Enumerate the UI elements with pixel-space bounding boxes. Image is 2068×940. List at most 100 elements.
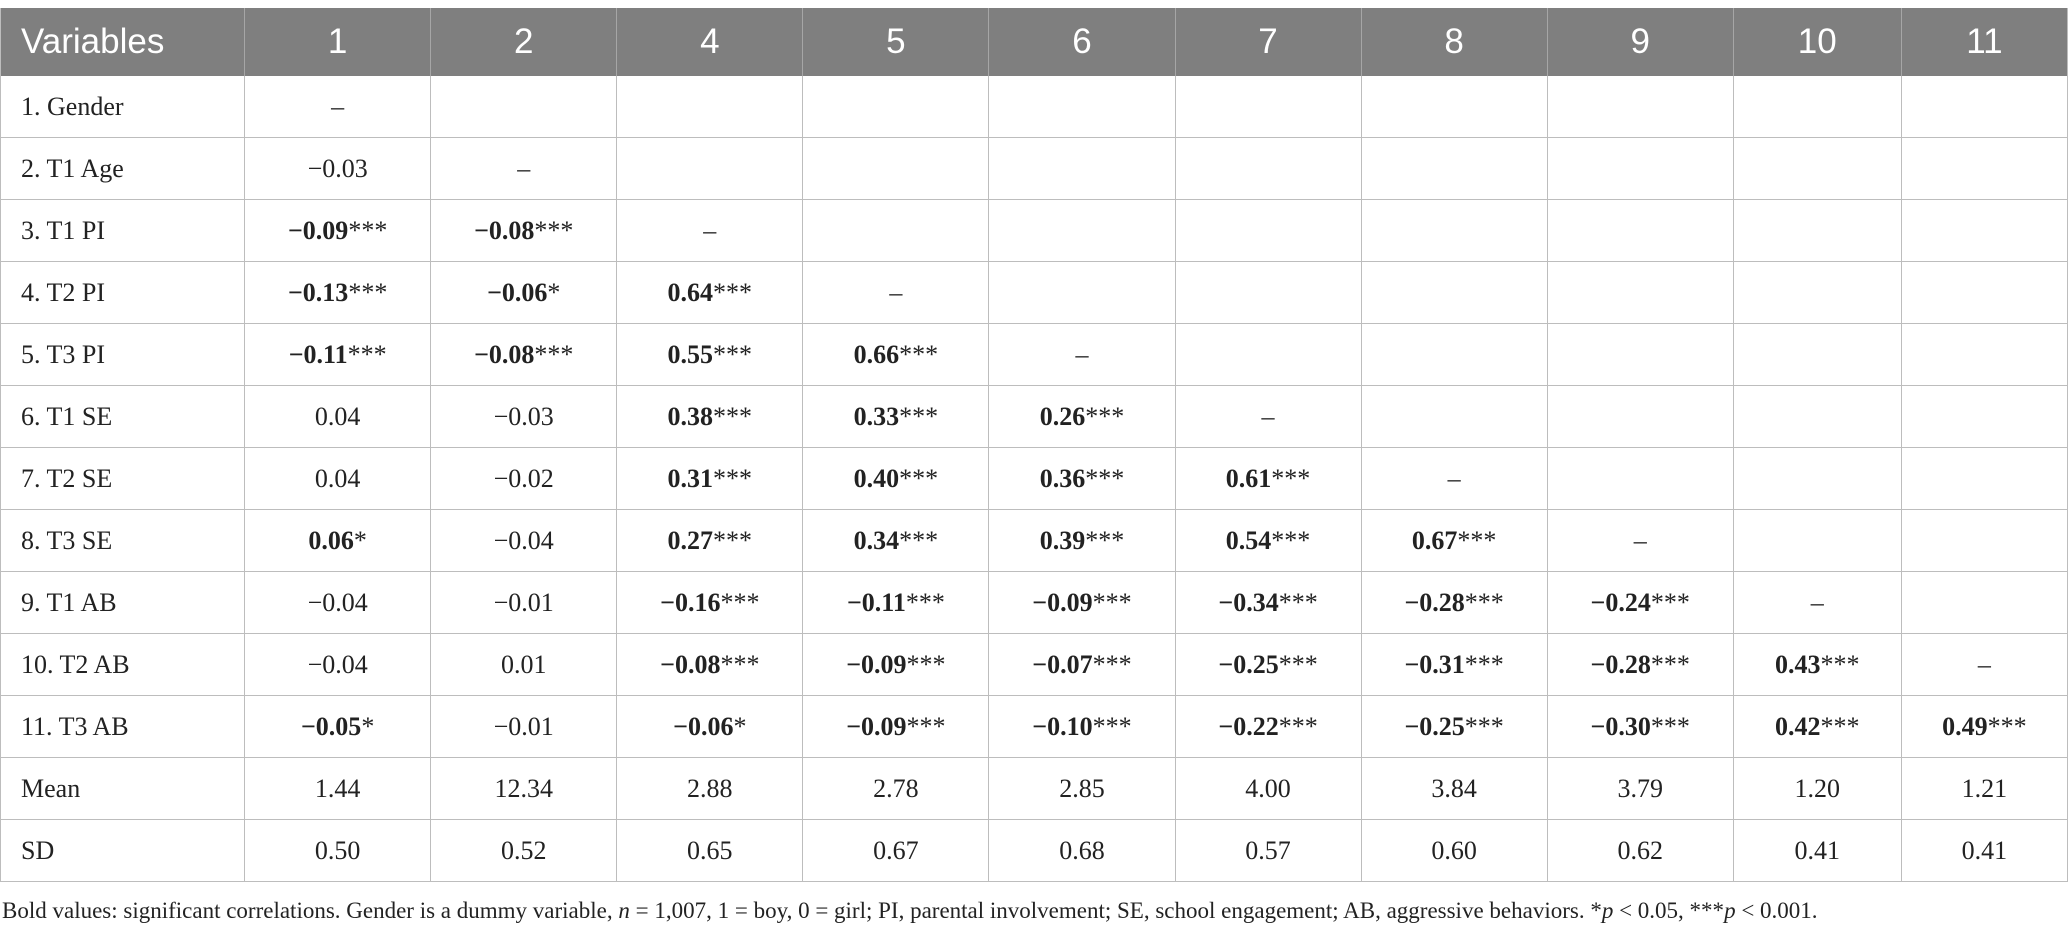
table-cell: 2.78	[802, 757, 990, 820]
cell-value: −0.24	[1590, 587, 1651, 617]
table-cell: 0.49***	[1900, 695, 2068, 758]
row-label: 3. T1 PI	[0, 199, 246, 262]
cell-value: 0.04	[314, 463, 361, 493]
cell-value: 0.01	[500, 649, 547, 679]
significance-marker: ***	[906, 649, 946, 679]
cell-value: −0.28	[1590, 649, 1651, 679]
table-cell: 0.27***	[616, 509, 804, 572]
table-cell	[1732, 137, 1902, 200]
significance-marker: ***	[1650, 649, 1690, 679]
table-cell	[1900, 509, 2068, 572]
header-col-7: 7	[1174, 8, 1362, 76]
table-cell	[1900, 76, 2068, 138]
cell-value: –	[517, 153, 531, 183]
significance-marker: ***	[1271, 525, 1311, 555]
table-cell: −0.06*	[430, 261, 618, 324]
significance-marker: ***	[713, 525, 753, 555]
cell-value: 0.27	[667, 525, 714, 555]
table-cell	[1900, 323, 2068, 386]
cell-value: −0.08	[474, 215, 535, 245]
row-label: 6. T1 SE	[0, 385, 246, 448]
table-cell	[1732, 199, 1902, 262]
cell-value: −0.09	[1032, 587, 1093, 617]
table-cell	[1900, 199, 2068, 262]
table-cell	[1546, 137, 1734, 200]
table-cell: −0.11***	[244, 323, 432, 386]
table-cell: –	[1546, 509, 1734, 572]
cell-value: −0.09	[846, 711, 907, 741]
table-cell	[1732, 509, 1902, 572]
significance-marker: ***	[1464, 711, 1504, 741]
table-row: 2. T1 Age −0.03 –	[0, 137, 2068, 200]
cell-value: −0.06	[487, 277, 548, 307]
cell-value: 0.55	[667, 339, 714, 369]
header-col-1: 1	[244, 8, 431, 76]
table-cell	[988, 199, 1176, 262]
cell-value: 0.67	[873, 835, 919, 865]
table-cell: 0.57	[1174, 819, 1362, 882]
cell-value: 0.65	[687, 835, 733, 865]
significance-marker: ***	[348, 215, 388, 245]
significance-marker: ***	[1820, 649, 1860, 679]
row-label: 2. T1 Age	[0, 137, 246, 200]
table-cell: −0.04	[244, 571, 432, 634]
table-cell: −0.05*	[244, 695, 432, 758]
table-row: 1. Gender –	[0, 76, 2068, 138]
table-cell: −0.10***	[988, 695, 1176, 758]
table-cell: −0.06*	[616, 695, 804, 758]
header-row: Variables 1 2 4 5 6 7 8 9 10 11	[0, 8, 2068, 76]
significance-marker: ***	[347, 339, 387, 369]
table-cell: −0.11***	[802, 571, 990, 634]
table-cell: 1.21	[1900, 757, 2068, 820]
cell-value: 0.52	[500, 835, 547, 865]
table-cell: –	[616, 199, 804, 262]
cell-value: 0.49	[1942, 711, 1988, 741]
table-cell: −0.28***	[1360, 571, 1548, 634]
table-cell: 0.04	[244, 447, 432, 510]
cell-value: −0.01	[493, 587, 554, 617]
cell-value: −0.28	[1404, 587, 1465, 617]
table-row: 8. T3 SE 0.06* −0.04 0.27*** 0.34*** 0.39*** 0…	[0, 509, 2068, 572]
row-label: SD	[0, 819, 246, 882]
cell-value: –	[331, 91, 345, 121]
table-cell: 0.68	[988, 819, 1176, 882]
cell-value: –	[1447, 463, 1461, 493]
table-row: 9. T1 AB −0.04 −0.01 −0.16*** −0.11*** −0.09*…	[0, 571, 2068, 634]
table-cell: 0.41	[1900, 819, 2068, 882]
table-cell: −0.28***	[1546, 633, 1734, 696]
cell-value: –	[1261, 401, 1275, 431]
table-cell: 0.39***	[988, 509, 1176, 572]
table-cell	[1174, 261, 1362, 324]
cell-value: –	[1810, 587, 1824, 617]
cell-value: 0.34	[853, 525, 900, 555]
cell-value: −0.09	[287, 215, 349, 245]
significance-marker: ***	[899, 525, 939, 555]
cell-value: −0.02	[493, 463, 554, 493]
header-col-8: 8	[1360, 8, 1548, 76]
cell-value: 0.62	[1617, 835, 1663, 865]
cell-value: 3.79	[1617, 773, 1663, 803]
significance-marker: ***	[1085, 525, 1125, 555]
table-cell: −0.25***	[1360, 695, 1548, 758]
table-row: 10. T2 AB −0.04 0.01 −0.08*** −0.09*** −0.07*…	[0, 633, 2068, 696]
cell-value: 2.78	[873, 773, 919, 803]
table-cell	[1174, 76, 1362, 138]
significance-marker: ***	[899, 401, 939, 431]
table-cell	[988, 137, 1176, 200]
cell-value: 0.40	[853, 463, 900, 493]
cell-value: −0.22	[1218, 711, 1279, 741]
cell-value: –	[1075, 339, 1089, 369]
table-cell	[1360, 76, 1548, 138]
table-cell: −0.03	[244, 137, 432, 200]
cell-value: −0.13	[287, 277, 349, 307]
table-cell: −0.01	[430, 695, 618, 758]
table-row: 7. T2 SE 0.04 −0.02 0.31*** 0.40*** 0.36*** 0.…	[0, 447, 2068, 510]
table-cell: 0.55***	[616, 323, 804, 386]
table-cell: −0.09***	[244, 199, 432, 262]
significance-marker: ***	[1085, 463, 1125, 493]
table-cell: 0.54***	[1174, 509, 1362, 572]
table-cell: −0.24***	[1546, 571, 1734, 634]
table-body: 1. Gender –2. T1 Age −0.03–3. T1 PI −0.09**…	[0, 76, 2068, 882]
table-row: 6. T1 SE 0.04 −0.03 0.38*** 0.33*** 0.26*** –	[0, 385, 2068, 448]
significance-marker: ***	[1278, 711, 1318, 741]
